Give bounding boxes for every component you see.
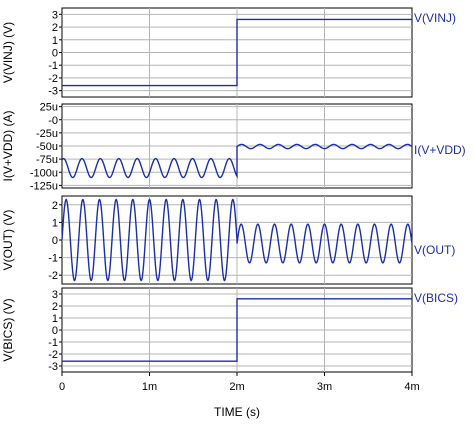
y-axis-label: V(BICS) (V): [1, 298, 15, 361]
y-tick-label: 2: [52, 22, 58, 34]
y-axis-label: I(V+VDD) (A): [1, 110, 15, 181]
y-tick-label: -50u: [36, 141, 58, 153]
panel-2: 25u-0-25u-50u-75u-100u-125u I(V+VDD) (A) I…: [1, 102, 466, 193]
y-tick-label: -2: [48, 270, 58, 282]
y-tick-label: 0: [52, 48, 58, 60]
y-tick-label: 2: [52, 200, 58, 212]
panel-3: 2 1 0 -1 -2 V(OUT) (V) V(OUT): [1, 195, 455, 285]
x-tick-label: 4m: [404, 381, 419, 393]
legend-label: V(BICS): [414, 291, 458, 305]
y-tick-label: 1: [52, 313, 58, 325]
x-tick-label: 0: [59, 381, 65, 393]
x-tick-label: 2m: [229, 381, 244, 393]
y-tick-label: -125u: [30, 180, 58, 192]
y-tick-label: -3: [48, 361, 58, 373]
series-line-v-vinj-: [62, 18, 412, 87]
y-tick-label: 3: [52, 289, 58, 301]
legend-label: V(VINJ): [414, 11, 456, 25]
y-tick-label: -0: [48, 115, 58, 127]
series-line-v-out-: [61, 198, 413, 282]
y-axis-label: V(VINJ) (V): [1, 22, 15, 83]
y-tick-label: 0: [52, 325, 58, 337]
y-tick-label: -100u: [30, 167, 58, 179]
y-tick-label: -2: [48, 73, 58, 85]
y-tick-label: 0: [52, 235, 58, 247]
series-line-v-bics-: [62, 298, 412, 362]
y-tick-label: -1: [48, 60, 58, 72]
y-tick-label: 1: [52, 217, 58, 229]
legend-label: I(V+VDD): [414, 143, 466, 157]
y-tick-label: -2: [48, 349, 58, 361]
x-axis-label: TIME (s): [214, 405, 260, 419]
y-tick-label: -3: [48, 86, 58, 98]
x-tick-label: 3m: [317, 381, 332, 393]
y-axis-label: V(OUT) (V): [1, 210, 15, 271]
y-tick-label: -25u: [36, 128, 58, 140]
series-line-i-v-vdd-: [61, 143, 413, 179]
y-tick-label: -1: [48, 337, 58, 349]
legend-label: V(OUT): [414, 243, 455, 257]
x-tick-label: 1m: [142, 381, 157, 393]
y-tick-label: 1: [52, 35, 58, 47]
y-tick-label: 25u: [40, 102, 58, 114]
y-tick-label: 2: [52, 301, 58, 313]
y-tick-label: -75u: [36, 154, 58, 166]
y-tick-label: 3: [52, 9, 58, 21]
y-tick-label: -1: [48, 253, 58, 265]
